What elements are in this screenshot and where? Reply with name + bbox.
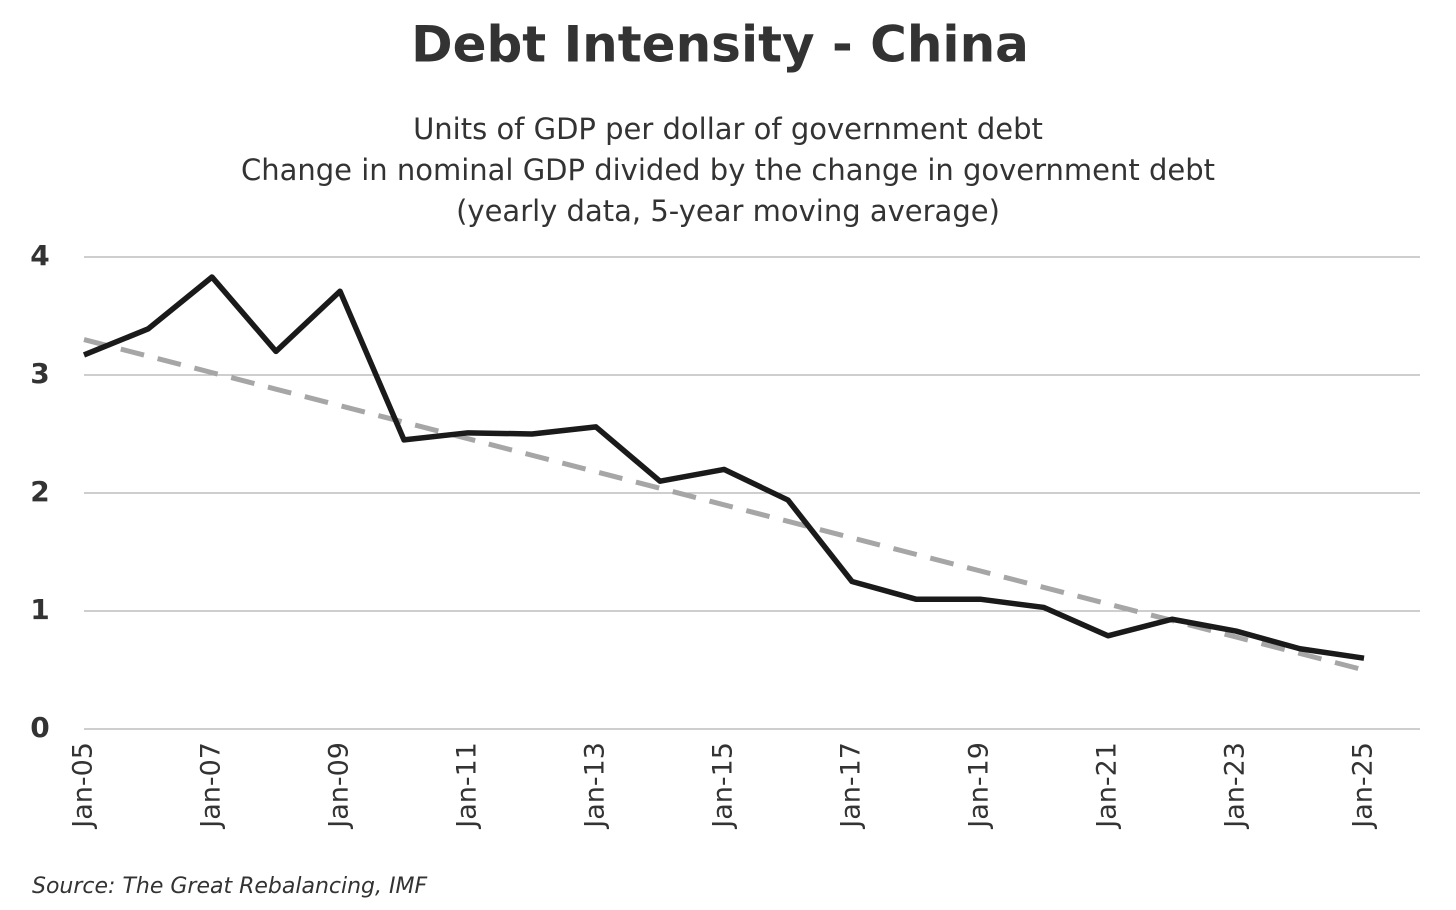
x-tick-label: Jan-19 (964, 742, 995, 830)
chart-subtitle: Change in nominal GDP divided by the cha… (241, 153, 1215, 187)
chart-subtitle: (yearly data, 5-year moving average) (456, 194, 1000, 228)
x-tick-label: Jan-13 (580, 742, 611, 830)
chart-subtitle: Units of GDP per dollar of government de… (413, 112, 1043, 146)
x-tick-label: Jan-21 (1092, 742, 1123, 830)
y-tick-label: 0 (30, 711, 49, 744)
x-tick-label: Jan-25 (1348, 742, 1379, 830)
source-note: Source: The Great Rebalancing, IMF (32, 874, 427, 899)
x-tick-label: Jan-07 (196, 742, 227, 830)
x-tick-label: Jan-11 (452, 742, 483, 830)
chart-title: Debt Intensity - China (411, 16, 1029, 74)
y-tick-label: 4 (30, 239, 49, 272)
y-tick-label: 1 (30, 593, 49, 626)
y-tick-label: 2 (30, 475, 49, 508)
trend-line (83, 337, 1365, 673)
x-tick-label: Jan-15 (708, 742, 739, 830)
data-line (82, 274, 1365, 661)
x-tick-label: Jan-05 (68, 742, 99, 830)
y-tick-label: 3 (30, 357, 49, 390)
x-tick-label: Jan-09 (324, 742, 355, 830)
x-tick-label: Jan-23 (1220, 742, 1251, 830)
x-tick-label: Jan-17 (836, 742, 867, 830)
